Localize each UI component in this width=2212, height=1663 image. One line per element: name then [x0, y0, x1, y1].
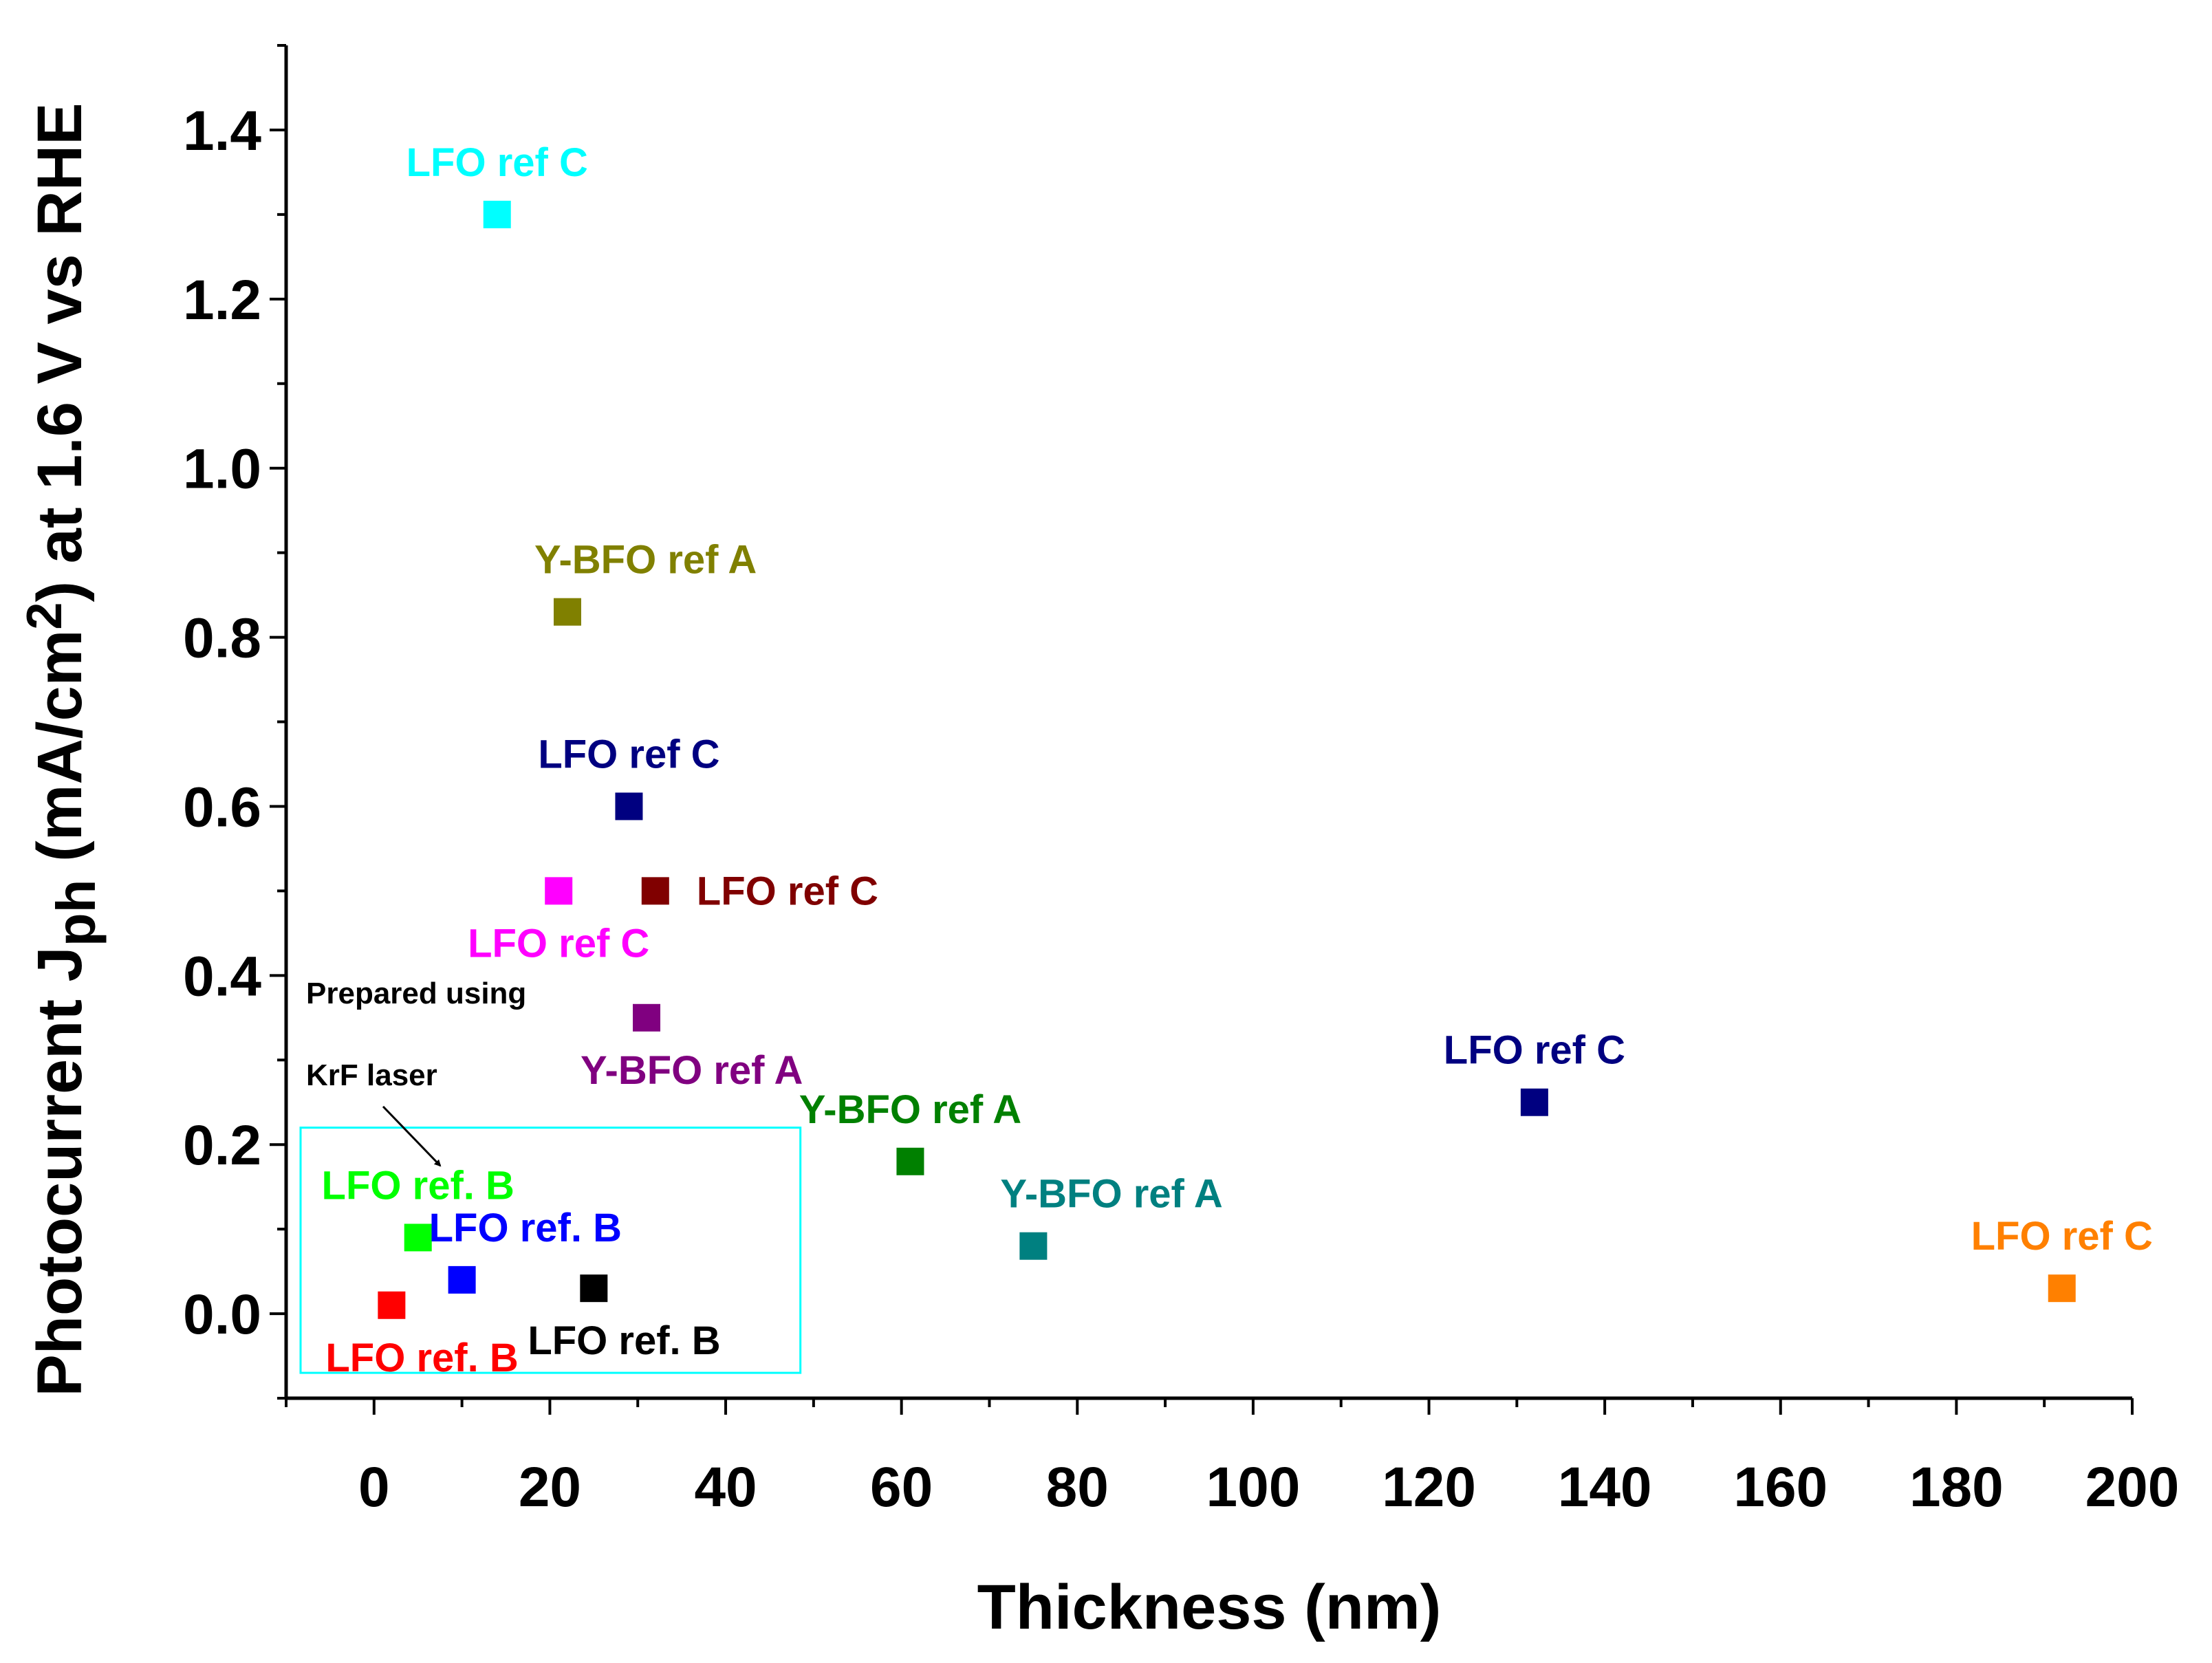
- data-point-label: Y-BFO ref A: [534, 538, 757, 583]
- y-axis-title-subscript: ph: [45, 880, 107, 947]
- y-axis-title-suffix: ) at 1.6 V vs RHE: [25, 102, 95, 602]
- data-point-marker: [2048, 1274, 2076, 1303]
- x-tick-label: 20: [519, 1456, 581, 1519]
- y-tick-label: 1.2: [183, 269, 261, 331]
- y-axis-title-middle: (mA/cm: [25, 630, 95, 880]
- y-tick-label: 0.0: [183, 1283, 261, 1346]
- arrow-icon: [382, 1105, 442, 1167]
- data-point-label: LFO ref. B: [325, 1336, 518, 1380]
- data-point-label: Y-BFO ref A: [1000, 1172, 1222, 1217]
- y-tick-label: 0.6: [183, 776, 261, 838]
- x-tick-label: 80: [1046, 1456, 1109, 1519]
- data-point-label: LFO ref C: [538, 732, 719, 776]
- x-tick-label: 140: [1558, 1456, 1652, 1519]
- data-point-marker: [615, 792, 643, 820]
- annotation-line-1: Prepared using: [306, 977, 526, 1010]
- data-points: [378, 200, 2076, 1319]
- y-tick-label: 0.4: [183, 945, 261, 1008]
- data-point-marker: [580, 1274, 608, 1303]
- data-point-label: LFO ref C: [1971, 1214, 2153, 1259]
- data-point-marker: [404, 1224, 432, 1252]
- x-tick-label: 60: [870, 1456, 933, 1519]
- data-point-marker: [553, 598, 581, 626]
- data-point-label: LFO ref C: [406, 140, 588, 185]
- data-point-marker: [641, 877, 669, 905]
- data-point-marker: [896, 1147, 924, 1175]
- data-point-label: Y-BFO ref A: [799, 1087, 1021, 1132]
- x-tick-label: 200: [2085, 1456, 2180, 1519]
- y-tick-label: 0.2: [183, 1114, 261, 1177]
- x-ticks: 0 20 40 60 80 100 120 140 160 180 200: [285, 1398, 2180, 1519]
- x-axis-title: Thickness (nm): [977, 1572, 1442, 1642]
- data-point-label: Y-BFO ref A: [581, 1048, 803, 1093]
- annotation-group: Prepared using KrF laser: [299, 977, 802, 1374]
- data-point-label: LFO ref C: [468, 921, 649, 966]
- y-axis-title: Photocurrent Jph (mA/cm2) at 1.6 V vs RH…: [17, 102, 107, 1396]
- y-ticks: 0.0 0.2 0.4 0.6 0.8 1.0 1.2 1.4: [183, 44, 286, 1400]
- y-tick-label: 1.4: [183, 100, 261, 162]
- data-point-marker: [1019, 1232, 1048, 1260]
- data-point-marker: [483, 200, 511, 228]
- data-point-marker: [545, 877, 573, 905]
- x-tick-label: 40: [694, 1456, 757, 1519]
- y-axis-title-prefix: Photocurrent J: [25, 946, 95, 1396]
- y-axis-title-superscript: 2: [17, 602, 72, 630]
- annotation-line-2: KrF laser: [306, 1058, 437, 1092]
- data-point-label: LFO ref. B: [429, 1206, 622, 1250]
- data-point-label: LFO ref. B: [322, 1163, 514, 1208]
- data-point-label: LFO ref C: [1444, 1028, 1625, 1073]
- x-tick-label: 120: [1382, 1456, 1476, 1519]
- x-tick-label: 100: [1206, 1456, 1300, 1519]
- data-point-label: LFO ref C: [697, 869, 878, 913]
- highlight-box: [299, 1127, 802, 1374]
- x-tick-label: 0: [358, 1456, 390, 1519]
- y-tick-label: 0.8: [183, 607, 261, 670]
- data-point-marker: [1520, 1088, 1548, 1116]
- data-point-label: LFO ref. B: [528, 1318, 720, 1363]
- data-point-marker: [633, 1003, 661, 1032]
- data-point-marker: [448, 1265, 476, 1294]
- data-point-marker: [378, 1291, 406, 1319]
- y-tick-label: 1.0: [183, 438, 261, 501]
- x-tick-label: 180: [1909, 1456, 2004, 1519]
- x-tick-label: 160: [1733, 1456, 1828, 1519]
